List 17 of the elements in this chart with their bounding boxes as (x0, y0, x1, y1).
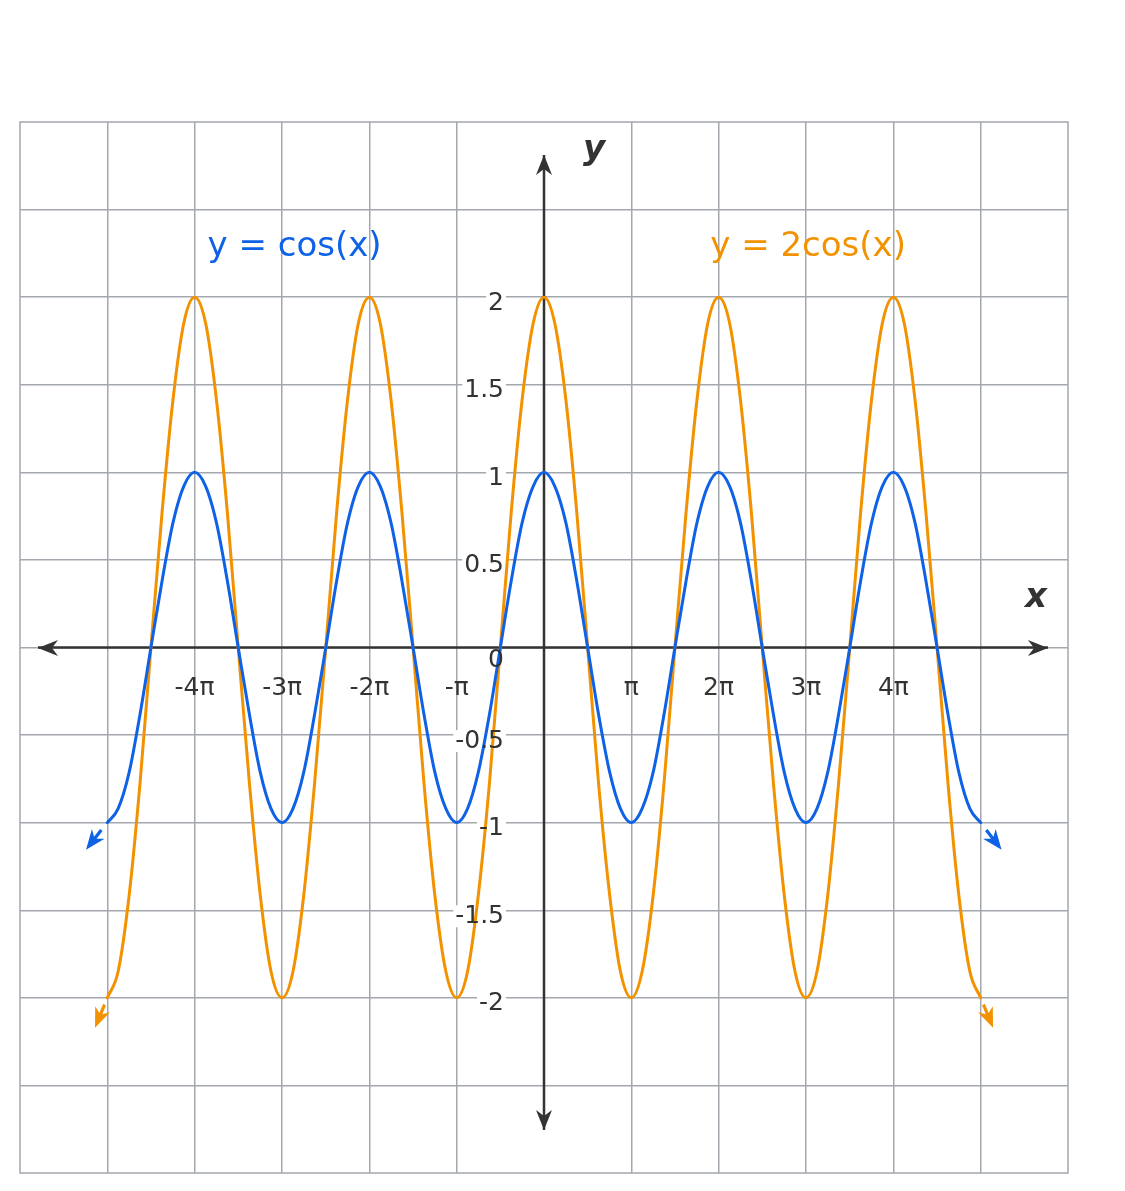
x-tick-label: 4π (877, 672, 909, 701)
y-tick-label: 0.5 (464, 549, 504, 579)
x-axis-title: x (1023, 575, 1049, 616)
x-tick-label: π (623, 672, 639, 701)
series-label: y = 2cos(x) (710, 223, 906, 264)
y-axis-title: y (582, 126, 607, 167)
y-tick-label: -2 (479, 987, 504, 1017)
x-tick-label: -3π (262, 672, 303, 701)
x-tick-label: 3π (790, 672, 822, 701)
x-tick-label: -π (444, 672, 469, 701)
x-tick-label: 2π (703, 672, 735, 701)
text: y = cos(x) (207, 223, 382, 264)
y-tick-label: 1 (488, 461, 504, 491)
x-tick-label: -4π (174, 672, 215, 701)
y-tick-label: 1.5 (464, 374, 504, 404)
x-tick-label: -2π (349, 672, 390, 701)
y-tick-label: 2 (488, 286, 504, 316)
